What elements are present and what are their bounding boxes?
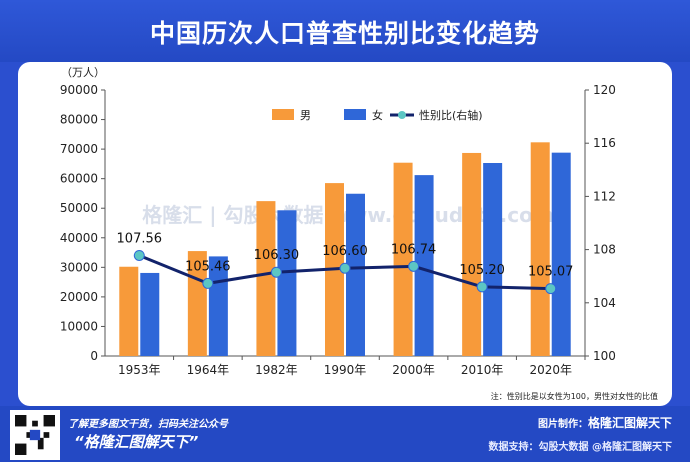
qr-code-icon — [10, 410, 60, 460]
y-left-tick-label: 10000 — [60, 319, 98, 333]
footer-maker-name: 格隆汇图解天下 — [587, 416, 672, 430]
ratio-data-label: 106.30 — [254, 248, 300, 263]
bar-male — [462, 152, 482, 356]
ratio-point — [339, 262, 351, 274]
x-tick-label: 1982年 — [255, 363, 298, 377]
y-left-tick-label: 70000 — [60, 142, 98, 156]
bar-female — [551, 152, 571, 356]
ratio-data-label: 105.20 — [459, 263, 505, 278]
y-left-tick-label: 90000 — [60, 83, 98, 97]
x-tick-label: 2020年 — [529, 363, 572, 377]
y-right-tick-label: 116 — [593, 136, 616, 150]
chart-panel: 格隆汇 | 勾股大数据 www.gogudata.com（万人）01000020… — [18, 62, 672, 406]
x-tick-label: 1990年 — [324, 363, 367, 377]
y-left-tick-label: 60000 — [60, 172, 98, 186]
bar-male — [256, 201, 276, 356]
bar-female — [277, 210, 297, 356]
x-tick-label: 2000年 — [392, 363, 435, 377]
y-right-tick-label: 104 — [593, 296, 616, 310]
legend-male-label: 男 — [300, 109, 311, 122]
footer-support: 数据支持：勾股大数据 @格隆汇图解天下 — [488, 442, 672, 453]
header-bar: 中国历次人口普查性别比变化趋势 — [0, 0, 690, 62]
legend-female-swatch — [344, 109, 366, 120]
bar-male — [393, 162, 413, 356]
ratio-data-label: 105.07 — [528, 265, 574, 280]
ratio-point — [133, 249, 145, 261]
ratio-point — [545, 283, 557, 295]
y-left-tick-label: 30000 — [60, 260, 98, 274]
legend-male-swatch — [272, 109, 294, 120]
footer-promo: 了解更多图文干货，扫码关注公众号 — [68, 419, 228, 430]
x-tick-label: 1953年 — [118, 363, 161, 377]
sex-ratio-chart: 格隆汇 | 勾股大数据 www.gogudata.com（万人）01000020… — [60, 66, 658, 401]
y-right-tick-label: 120 — [593, 83, 616, 97]
y-left-tick-label: 50000 — [60, 201, 98, 215]
ratio-point — [202, 277, 214, 289]
page-title: 中国历次人口普查性别比变化趋势 — [149, 19, 540, 48]
y-left-tick-label: 20000 — [60, 290, 98, 304]
ratio-data-label: 107.56 — [117, 231, 163, 246]
ratio-data-label: 106.60 — [322, 244, 368, 259]
bar-male — [119, 266, 139, 356]
x-tick-label: 1964年 — [187, 363, 230, 377]
x-tick-label: 2010年 — [461, 363, 504, 377]
y-left-unit-label: （万人） — [61, 66, 105, 79]
ratio-point — [270, 266, 282, 278]
y-right-tick-label: 112 — [593, 189, 616, 203]
footer-bar: 了解更多图文干货，扫码关注公众号 “格隆汇图解天下” 图片制作：格隆汇图解天下 … — [0, 406, 690, 462]
bar-female — [346, 193, 365, 356]
footer-maker: 图片制作：格隆汇图解天下 — [538, 414, 672, 431]
legend-ratio-label: 性别比(右轴) — [419, 108, 483, 122]
footer-account-name: “格隆汇图解天下” — [74, 433, 199, 451]
y-left-tick-label: 40000 — [60, 231, 98, 245]
y-left-tick-label: 80000 — [60, 113, 98, 127]
legend-ratio-marker — [398, 111, 406, 119]
ratio-data-label: 106.74 — [391, 242, 437, 257]
bar-female — [414, 175, 434, 356]
ratio-point — [408, 260, 420, 272]
ratio-data-label: 105.46 — [185, 259, 231, 274]
y-left-tick-label: 0 — [90, 349, 98, 363]
bar-female — [483, 163, 503, 356]
ratio-point — [476, 281, 488, 293]
chart-footnote: 注：性别比是以女性为100，男性对女性的比值 — [491, 391, 658, 401]
bar-female — [140, 272, 160, 356]
legend-female-label: 女 — [372, 108, 383, 122]
y-right-tick-label: 108 — [593, 243, 616, 257]
y-right-tick-label: 100 — [593, 349, 616, 363]
footer-maker-label: 图片制作： — [537, 419, 588, 430]
bar-male — [530, 142, 550, 356]
